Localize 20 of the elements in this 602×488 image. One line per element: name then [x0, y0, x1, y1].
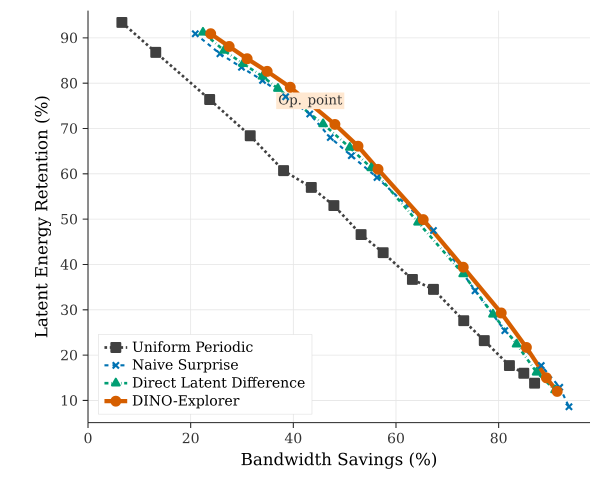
legend-label: Naive Surprise [132, 359, 238, 372]
legend-label: Uniform Periodic [132, 341, 253, 352]
y-tick-label: 20 [61, 350, 78, 360]
y-tick-label: 60 [61, 168, 78, 180]
y-tick-label: 70 [61, 123, 78, 134]
legend-label: Direct Latent Difference [132, 376, 305, 388]
y-tick-label: 90 [61, 32, 78, 44]
x-tick-label: 40 [284, 432, 302, 444]
y-tick-label: 40 [60, 259, 78, 270]
y-tick-label: 30 [61, 304, 78, 316]
x-tick-label: 20 [182, 432, 199, 444]
x-tick-label: 60 [388, 432, 404, 444]
x-tick-label: 80 [490, 432, 507, 444]
y-axis-title: Latent Energy Retention (%) [34, 96, 51, 338]
x-tick-label: 0 [84, 432, 92, 444]
x-axis-title: Bandwidth Savings (%) [242, 452, 436, 469]
y-tick-label: 50 [61, 214, 78, 224]
y-tick-label: 10 [62, 395, 78, 406]
y-tick-label: 80 [61, 78, 78, 88]
legend-label: DINO-Explorer [132, 394, 240, 408]
